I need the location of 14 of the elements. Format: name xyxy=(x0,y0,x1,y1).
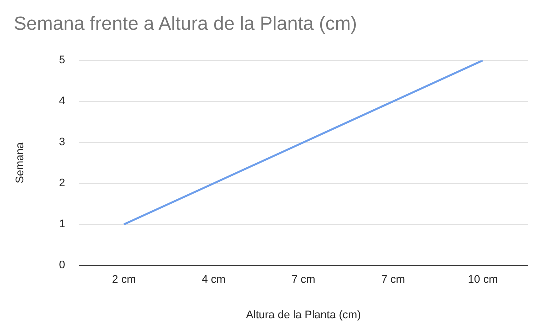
x-axis-title: Altura de la Planta (cm) xyxy=(246,309,362,322)
x-tick-label: 7 cm xyxy=(381,274,406,286)
y-axis-title: Semana xyxy=(14,142,27,184)
x-tick-label: 7 cm xyxy=(292,274,316,286)
y-tick-label: 5 xyxy=(59,54,66,67)
y-tick-label: 2 xyxy=(59,178,66,190)
y-tick-label: 0 xyxy=(59,260,66,272)
x-tick-label: 2 cm xyxy=(112,274,136,286)
x-tick-label: 4 cm xyxy=(202,274,226,286)
y-tick-label: 1 xyxy=(59,218,66,231)
x-tick-label: 10 cm xyxy=(468,274,498,286)
y-tick-label: 3 xyxy=(59,136,66,149)
y-tick-label: 4 xyxy=(59,96,66,108)
chart-title: Semana frente a Altura de la Planta (cm) xyxy=(14,14,358,36)
